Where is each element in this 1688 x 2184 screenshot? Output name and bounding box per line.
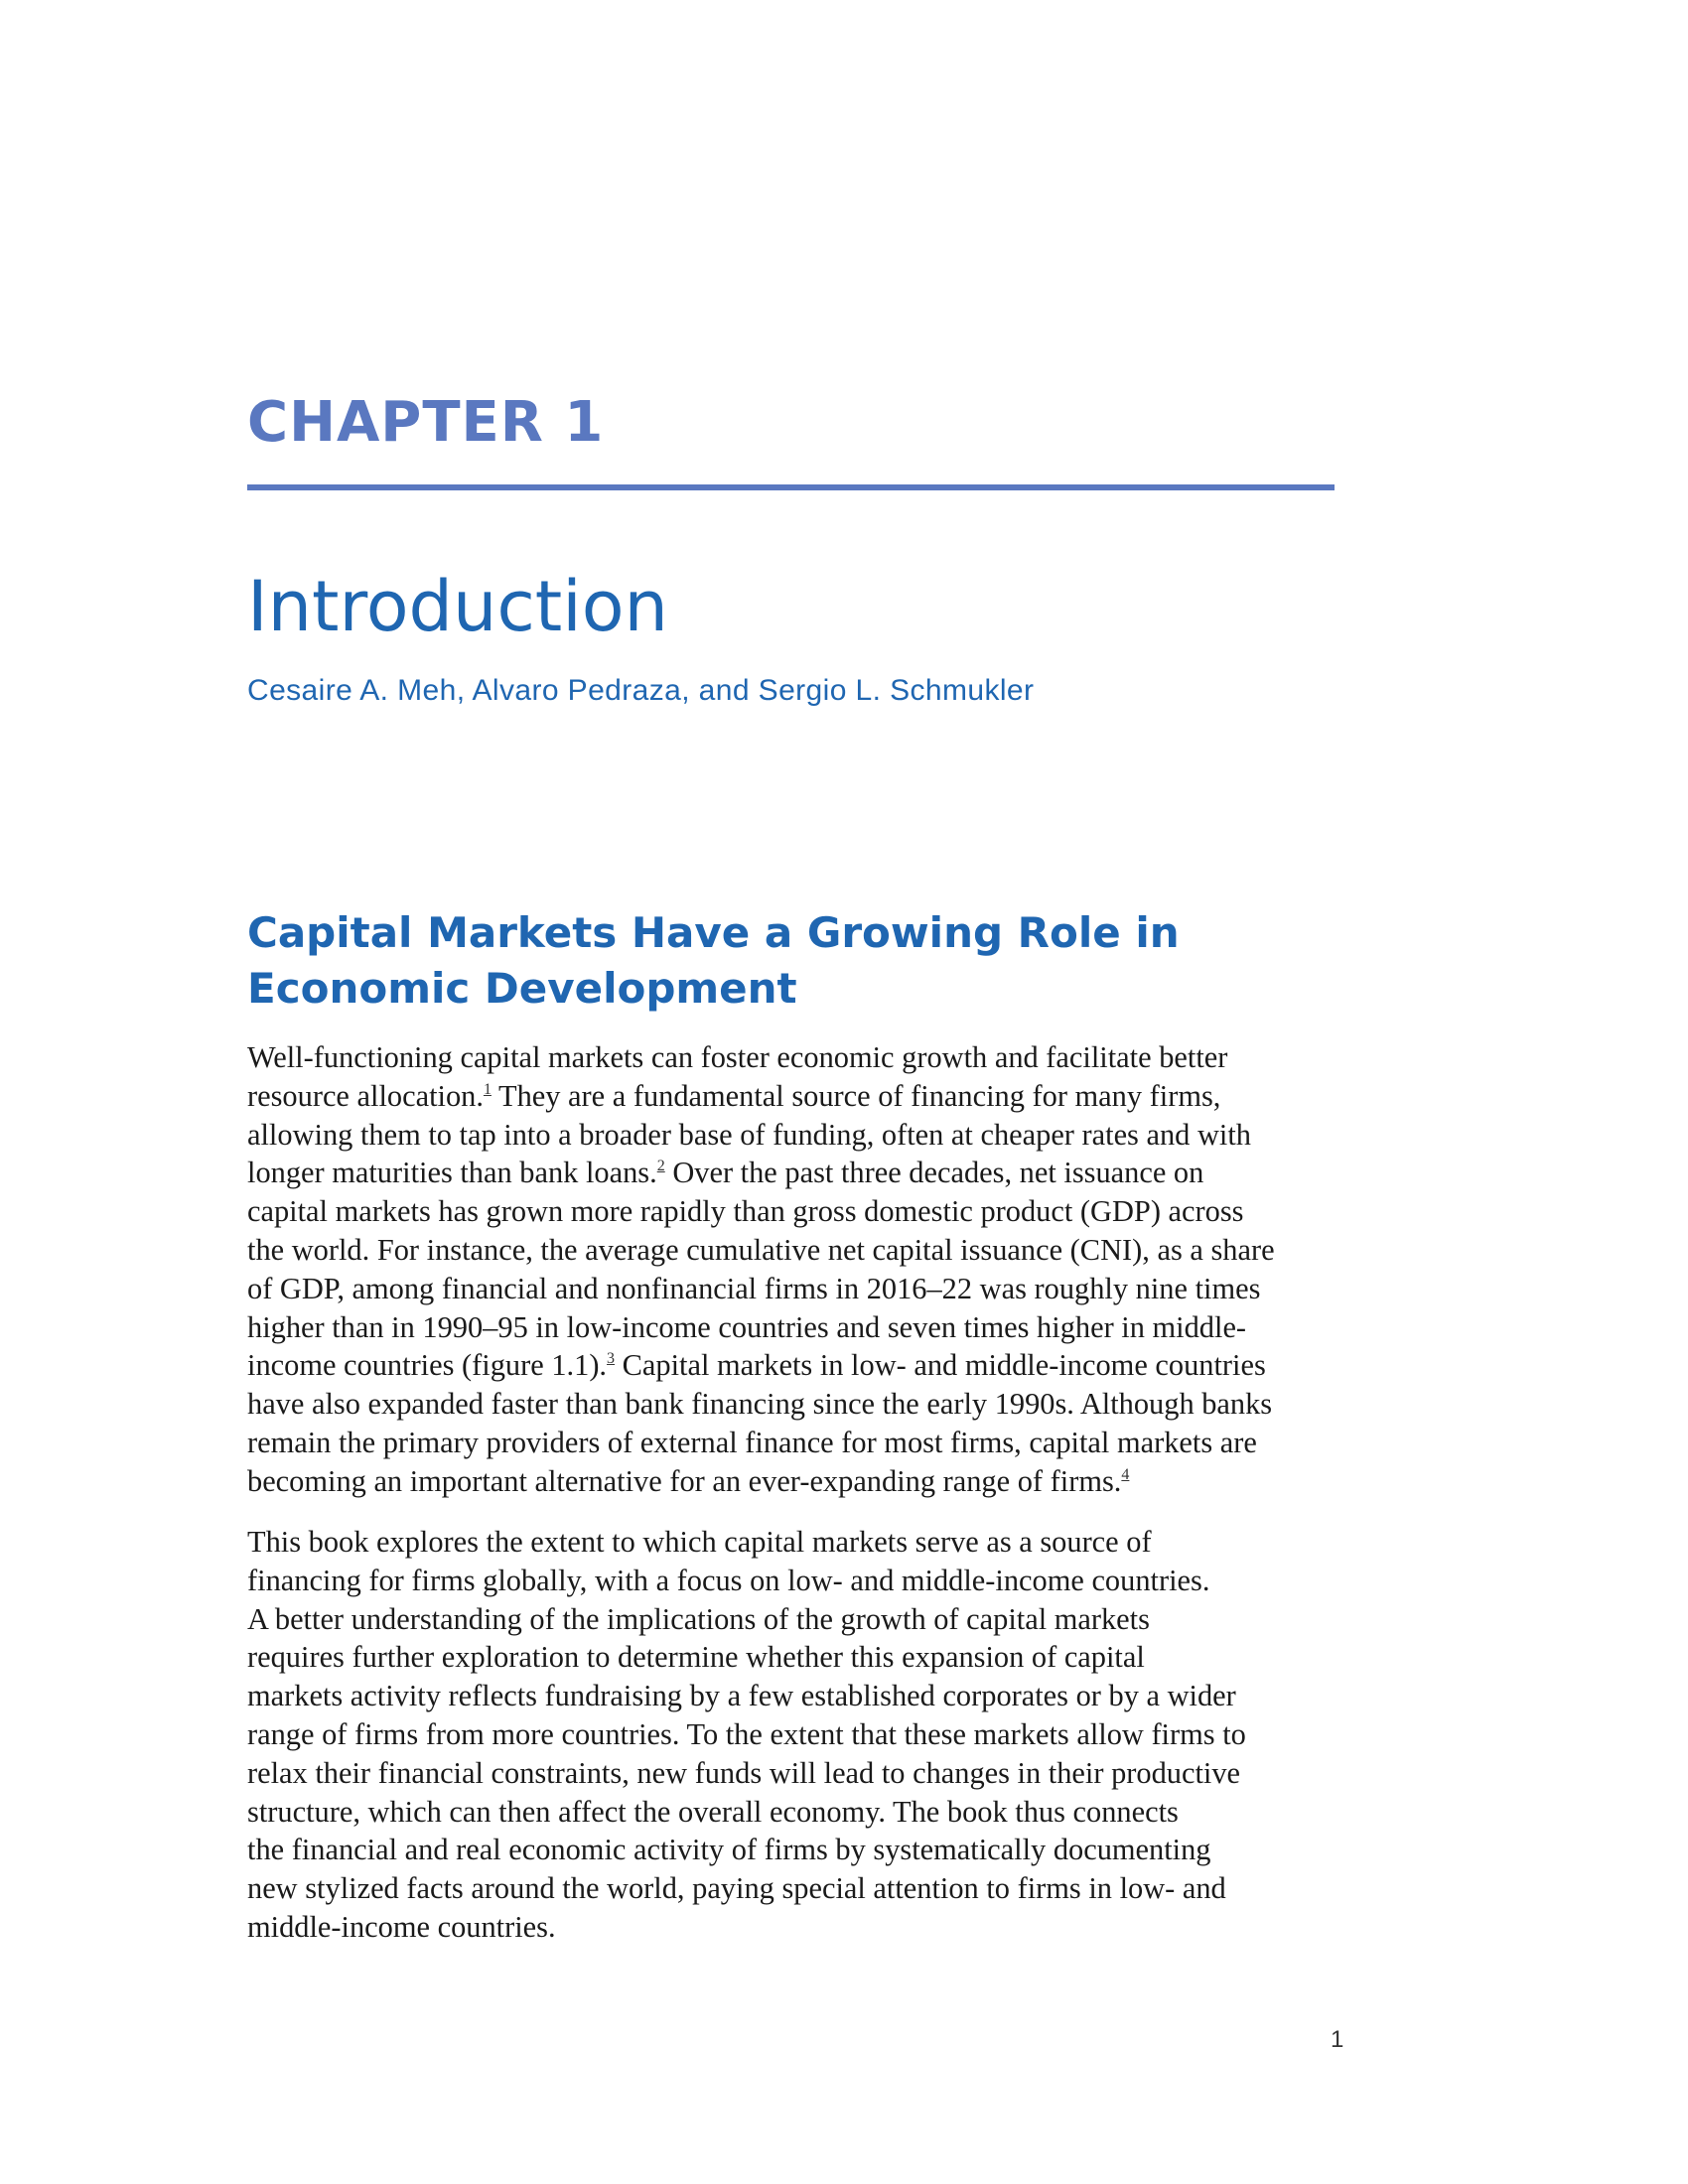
section-heading-line: Economic Development	[247, 964, 797, 1013]
paragraph-line: allowing them to tap into a broader base…	[247, 1117, 1251, 1152]
paragraph-line: relax their financial constraints, new f…	[247, 1755, 1241, 1790]
chapter-authors: Cesaire A. Meh, Alvaro Pedraza, and Serg…	[247, 674, 1035, 707]
paragraph-line: income countries (figure 1.1).3 Capital …	[247, 1346, 1349, 1385]
paragraph-line: becoming an important alternative for an…	[247, 1462, 1349, 1501]
paragraph-line: longer maturities than bank loans.2 Over…	[247, 1154, 1349, 1192]
page-number: 1	[1331, 2026, 1344, 2053]
paragraph-line: middle-income countries.	[247, 1909, 556, 1944]
paragraph-line: of GDP, among financial and nonfinancial…	[247, 1271, 1261, 1305]
text-run: becoming an important alternative for an…	[247, 1463, 1122, 1498]
paragraph-line: resource allocation.1 They are a fundame…	[247, 1077, 1349, 1116]
paragraph-line: Well-functioning capital markets can fos…	[247, 1040, 1228, 1074]
paragraph-line: range of firms from more countries. To t…	[247, 1716, 1246, 1751]
section-heading: Capital Markets Have a Growing Role in E…	[247, 905, 1339, 1017]
paragraph-line: financing for firms globally, with a foc…	[247, 1563, 1210, 1597]
paragraph-line: A better understanding of the implicatio…	[247, 1601, 1150, 1636]
text-run: longer maturities than bank loans.	[247, 1156, 657, 1190]
paragraph-line: capital markets has grown more rapidly t…	[247, 1194, 1244, 1229]
chapter-divider	[247, 484, 1335, 490]
chapter-label: CHAPTER 1	[247, 390, 605, 455]
footnote-ref-3[interactable]: 3	[607, 1350, 616, 1368]
text-run: Capital markets in low- and middle-incom…	[615, 1348, 1266, 1383]
paragraph-line: the financial and real economic activity…	[247, 1833, 1211, 1867]
paragraph-line: structure, which can then affect the ove…	[247, 1794, 1179, 1829]
paragraph-line: markets activity reflects fundraising by…	[247, 1679, 1236, 1713]
paragraph-line: requires further exploration to determin…	[247, 1640, 1145, 1675]
paragraph-line: have also expanded faster than bank fina…	[247, 1387, 1273, 1422]
chapter-title: Introduction	[247, 566, 668, 647]
paragraph-line: remain the primary providers of external…	[247, 1425, 1257, 1459]
paragraph-line: higher than in 1990–95 in low-income cou…	[247, 1309, 1247, 1344]
text-run: They are a fundamental source of financi…	[491, 1078, 1221, 1113]
body-paragraph-2: This book explores the extent to which c…	[247, 1523, 1349, 1947]
text-run: resource allocation.	[247, 1078, 484, 1113]
footnote-ref-4[interactable]: 4	[1121, 1465, 1130, 1483]
paragraph-line: This book explores the extent to which c…	[247, 1525, 1152, 1559]
footnote-ref-1[interactable]: 1	[483, 1080, 492, 1098]
paragraph-line: the world. For instance, the average cum…	[247, 1232, 1275, 1267]
text-run: income countries (figure 1.1).	[247, 1348, 608, 1383]
text-run: Over the past three decades, net issuanc…	[664, 1156, 1204, 1190]
footnote-ref-2[interactable]: 2	[656, 1158, 665, 1175]
section-heading-line: Capital Markets Have a Growing Role in	[247, 908, 1180, 957]
paragraph-line: new stylized facts around the world, pay…	[247, 1871, 1226, 1906]
body-paragraph-1: Well-functioning capital markets can fos…	[247, 1038, 1349, 1501]
